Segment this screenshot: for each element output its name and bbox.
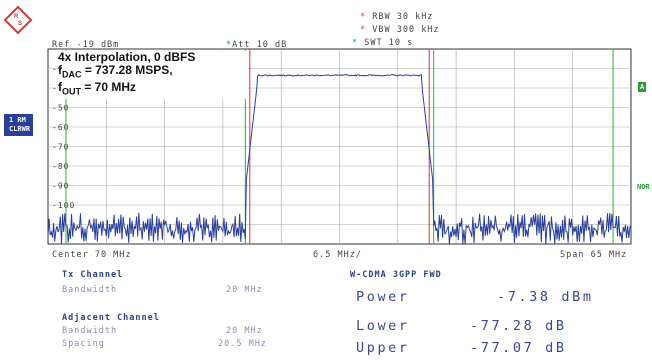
adj-bandwidth-label: Bandwidth: [62, 326, 118, 336]
ref-level-readout: Ref -19 dBm: [52, 40, 120, 50]
power-value: -7.38 dBm: [497, 289, 594, 305]
y-tick-label: -100: [52, 201, 75, 210]
spacing-label: Spacing: [62, 339, 105, 349]
tx-bandwidth-value: 20 MHz: [226, 285, 263, 295]
frequency-division: 6.5 MHz/: [313, 250, 362, 260]
vbw-readout: * VBW 300 kHz: [360, 25, 440, 35]
trace-indicator: 1 RM CLRWR: [4, 114, 34, 136]
annotation-line-1: 4x Interpolation, 0 dBFS: [58, 50, 196, 64]
spectrum-trace: [47, 74, 632, 245]
adjacent-channel-title: Adjacent Channel: [62, 313, 160, 323]
power-label: Power: [356, 289, 410, 305]
y-tick-label: -90: [52, 182, 69, 191]
attenuation-readout: *Att 10 dB: [226, 40, 288, 50]
tx-channel-title: Tx Channel: [62, 270, 124, 280]
y-tick-label: -80: [52, 162, 69, 171]
chart-annotation: 4x Interpolation, 0 dBFS fDAC = 737.28 M…: [58, 51, 248, 99]
standard-title: W-CDMA 3GPP FWD: [350, 270, 442, 280]
svg-text:R: R: [14, 14, 19, 20]
annotation-line-2: fDAC = 737.28 MSPS,: [58, 63, 173, 80]
frequency-span: Span 65 MHz: [560, 250, 628, 260]
spacing-value: 20.5 MHz: [218, 339, 267, 349]
swt-readout: * SWT 10 s: [352, 38, 414, 48]
svg-text:S: S: [18, 21, 22, 27]
rohde-schwarz-logo: R S: [4, 6, 32, 34]
rbw-readout: * RBW 30 kHz: [360, 12, 434, 22]
y-tick-label: -70: [52, 143, 69, 152]
upper-label: Upper: [356, 340, 410, 356]
tx-bandwidth-label: Bandwidth: [62, 285, 118, 295]
y-tick-label: -50: [52, 104, 69, 113]
right-tag-a: A: [638, 82, 647, 92]
adj-bandwidth-value: 20 MHz: [226, 326, 263, 336]
center-frequency: Center 70 MHz: [52, 250, 132, 260]
y-tick-label: -60: [52, 123, 69, 132]
right-tag-nor: NOR: [637, 183, 650, 191]
lower-label: Lower: [356, 318, 410, 334]
lower-value: -77.28 dB: [470, 318, 567, 334]
upper-value: -77.07 dB: [470, 340, 567, 356]
annotation-line-3: fOUT = 70 MHz: [58, 80, 137, 97]
